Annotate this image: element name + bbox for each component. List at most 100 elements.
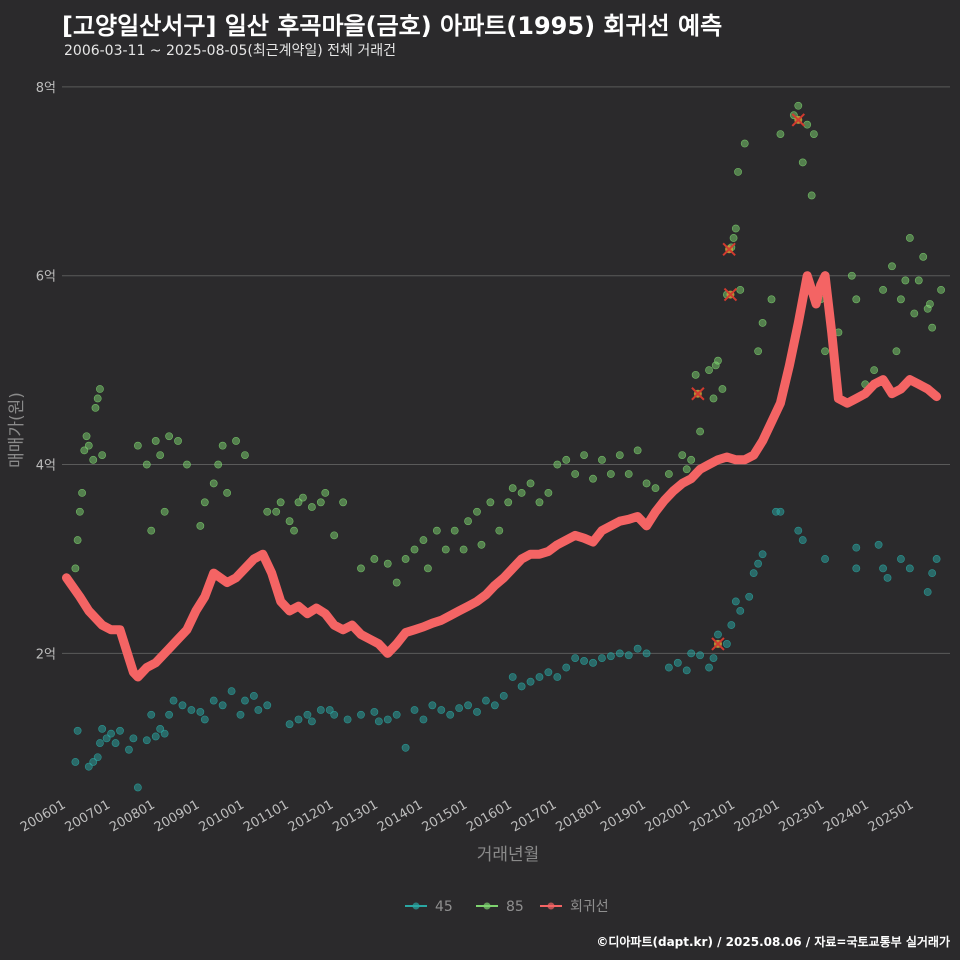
outlier-marker — [711, 637, 725, 651]
point-45 — [169, 696, 178, 705]
point-85 — [473, 507, 481, 516]
point-85 — [870, 366, 879, 375]
point-45 — [218, 701, 227, 710]
point-45 — [285, 720, 294, 729]
point-45 — [709, 654, 718, 662]
point-85 — [809, 130, 818, 138]
point-45 — [794, 526, 803, 535]
point-45 — [142, 736, 151, 745]
point-45 — [673, 658, 682, 667]
outlier-marker — [691, 387, 705, 401]
x-tick-label: 201401 — [375, 797, 425, 835]
x-tick-label: 202201 — [732, 797, 782, 835]
point-45 — [227, 687, 236, 696]
point-85 — [553, 460, 562, 469]
point-85 — [504, 498, 513, 507]
point-85 — [174, 437, 182, 445]
point-45 — [464, 701, 472, 710]
point-85 — [892, 347, 901, 356]
point-45 — [517, 682, 526, 691]
point-85 — [897, 295, 905, 304]
point-85 — [91, 403, 100, 412]
point-85 — [651, 484, 660, 493]
point-45 — [580, 657, 588, 665]
point-45 — [200, 715, 209, 724]
point-45 — [89, 758, 98, 766]
point-85 — [75, 507, 84, 516]
x-tick-label: 201001 — [196, 797, 246, 835]
legend-item: 45 — [405, 899, 453, 915]
x-tick-label: 201301 — [330, 797, 380, 835]
y-axis-label: 매매가(원) — [7, 392, 27, 468]
point-45 — [343, 715, 352, 724]
series-45-points — [71, 507, 941, 792]
point-85 — [905, 234, 914, 242]
point-45 — [682, 666, 691, 675]
y-tick-label: 6억 — [36, 270, 56, 285]
point-45 — [932, 555, 941, 563]
point-45 — [722, 640, 731, 648]
point-45 — [571, 654, 580, 662]
point-85 — [740, 139, 749, 148]
point-45 — [508, 673, 517, 681]
point-85 — [914, 276, 923, 285]
point-85 — [200, 498, 209, 507]
point-45 — [490, 701, 499, 710]
point-85 — [526, 479, 535, 488]
point-45 — [905, 564, 914, 573]
point-45 — [736, 606, 745, 615]
point-45 — [928, 569, 937, 578]
point-85 — [477, 540, 486, 549]
point-45 — [923, 588, 932, 596]
x-tick-label: 201501 — [420, 797, 470, 835]
x-tick-label: 201801 — [553, 797, 603, 835]
point-85 — [321, 488, 330, 497]
point-45 — [160, 729, 169, 738]
point-85 — [232, 437, 240, 445]
point-85 — [272, 507, 281, 516]
x-tick-label: 202501 — [866, 797, 916, 835]
point-85 — [754, 347, 763, 356]
legend-label: 85 — [506, 899, 524, 915]
point-45 — [307, 717, 316, 726]
point-85 — [847, 271, 856, 280]
regression-line — [62, 271, 942, 682]
point-85 — [709, 394, 718, 403]
point-85 — [330, 531, 339, 540]
point-45 — [615, 649, 624, 658]
point-45 — [696, 651, 705, 660]
point-85 — [571, 470, 580, 478]
point-45 — [544, 668, 553, 677]
point-85 — [84, 441, 93, 450]
point-45 — [254, 706, 263, 714]
point-85 — [383, 559, 392, 568]
point-85 — [807, 191, 816, 200]
point-45 — [598, 654, 606, 662]
point-45 — [165, 710, 173, 719]
point-45 — [745, 592, 754, 601]
point-45 — [589, 658, 597, 667]
point-45 — [754, 559, 763, 568]
point-85 — [910, 309, 919, 318]
point-85 — [441, 545, 450, 554]
point-45 — [84, 762, 93, 771]
point-85 — [294, 498, 303, 507]
x-tick-label: 201901 — [598, 797, 648, 835]
y-tick-label: 8억 — [36, 81, 56, 96]
point-85 — [218, 441, 227, 450]
point-85 — [803, 120, 812, 129]
point-85 — [734, 167, 742, 176]
point-85 — [98, 451, 107, 460]
point-85 — [82, 432, 91, 441]
point-45 — [624, 651, 633, 660]
x-tick-label: 202301 — [777, 797, 827, 835]
point-85 — [888, 262, 896, 271]
point-85 — [214, 460, 223, 469]
point-85 — [919, 252, 928, 261]
point-85 — [401, 555, 410, 563]
point-85 — [696, 427, 705, 436]
point-85 — [299, 493, 307, 502]
point-85 — [682, 465, 691, 474]
point-45 — [196, 708, 205, 716]
point-45 — [294, 715, 303, 724]
